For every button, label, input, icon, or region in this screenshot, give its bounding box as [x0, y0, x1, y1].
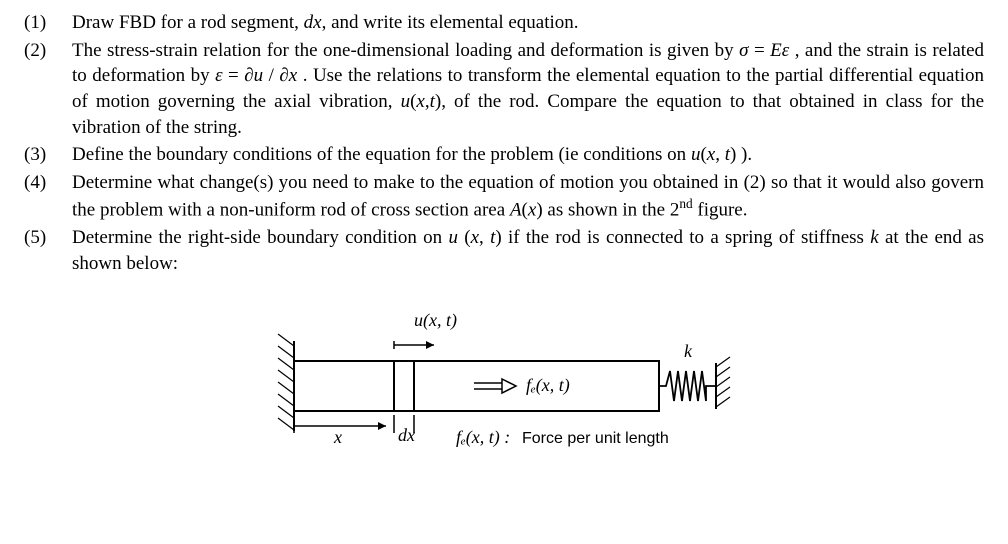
rod-spring-diagram: u(x, t) fₑ(x, t) k x dx fₑ(x, t) : Force per u…: [264, 301, 744, 471]
x-label: x: [333, 427, 342, 447]
problem-item-5: (5)Determine the right-side boundary con…: [24, 225, 984, 276]
diagram-container: u(x, t) fₑ(x, t) k x dx fₑ(x, t) : Force per u…: [24, 301, 984, 471]
dx-label: dx: [398, 425, 415, 445]
fe-desc-text: Force per unit length: [522, 430, 669, 447]
problem-text: Determine the right-side boundary condit…: [72, 225, 984, 276]
problem-item-2: (2)The stress-strain relation for the on…: [24, 38, 984, 141]
problem-text: The stress-strain relation for the one-d…: [72, 38, 984, 141]
fe-label: fₑ(x, t): [526, 375, 570, 396]
problem-number: (4): [24, 170, 72, 224]
u-label: u(x, t): [414, 310, 457, 331]
problem-number: (5): [24, 225, 72, 276]
fe-desc-label: fₑ(x, t) :: [456, 427, 510, 448]
problem-number: (1): [24, 10, 72, 36]
problem-text: Determine what change(s) you need to mak…: [72, 170, 984, 224]
problem-item-3: (3)Define the boundary conditions of the…: [24, 142, 984, 168]
k-label: k: [684, 341, 693, 361]
problem-item-1: (1)Draw FBD for a rod segment, dx, and w…: [24, 10, 984, 36]
problem-item-4: (4)Determine what change(s) you need to …: [24, 170, 984, 224]
problem-number: (3): [24, 142, 72, 168]
problem-text: Draw FBD for a rod segment, dx, and writ…: [72, 10, 984, 36]
problem-list: (1)Draw FBD for a rod segment, dx, and w…: [24, 10, 984, 277]
problem-text: Define the boundary conditions of the eq…: [72, 142, 984, 168]
problem-number: (2): [24, 38, 72, 141]
